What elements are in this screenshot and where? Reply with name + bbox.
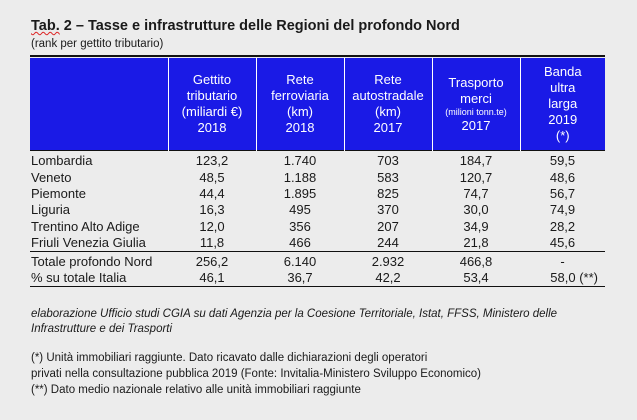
cell-trasporto-merci: 53,4	[432, 269, 520, 288]
cell-rete-autostradale: 583	[377, 169, 399, 185]
cell-rete-ferroviaria: 36,7	[256, 269, 344, 288]
cell-rete-ferroviaria: 1.188	[283, 169, 317, 185]
cell-gettito: 16,3	[199, 202, 225, 218]
total-label: Totale profondo Nord	[30, 251, 168, 270]
cell-banda-ultra-larga: -	[520, 251, 605, 270]
cell-banda-ultra-larga: 48,6	[549, 169, 576, 185]
table-title: Tab. 2 – Tasse e infrastrutture delle Re…	[31, 18, 460, 34]
cell-gettito: 12,0	[199, 218, 225, 234]
cell-banda-ultra-larga: 58,0 (**)	[520, 269, 605, 288]
cell-gettito: 44,4	[199, 185, 225, 201]
region-name: Lombardia	[30, 150, 168, 170]
header-rete-ferroviaria: Rete ferroviaria (km) 2018	[255, 58, 344, 151]
cell-rete-autostradale: 825	[377, 185, 399, 201]
cell-trasporto-merci: 184,7	[432, 150, 520, 170]
cell-gettito: 46,1	[168, 269, 256, 288]
cell-banda-ultra-larga: 59,5	[520, 150, 605, 170]
source-note: elaborazione Ufficio studi CGIA su dati …	[31, 308, 558, 335]
cell-rete-ferroviaria: 495	[289, 202, 311, 218]
cell-rete-ferroviaria: 6.140	[256, 251, 344, 270]
footnote-line: privati nella consultazione pubblica 201…	[31, 368, 482, 380]
footnotes: (*) Unità immobiliari raggiunte. Dato ri…	[31, 350, 621, 398]
table-row: Lombardia 123,2 1.740 703 184,7 59,5	[30, 150, 605, 170]
data-table: Gettito tributario (miliardi €) 2018 Rete fe…	[30, 58, 605, 288]
footnote-line: (**) Dato medio nazionale relativo alle …	[31, 384, 361, 396]
cell-gettito: 256,2	[168, 251, 256, 270]
cell-banda-ultra-larga: 74,9	[549, 202, 576, 218]
cell-rete-autostradale: 370	[377, 202, 399, 218]
region-name: Trentino Alto Adige	[31, 218, 140, 234]
region-name: Veneto	[31, 169, 72, 185]
cell-gettito: 48,5	[199, 169, 225, 185]
table-row: Trentino Alto Adige 12,0 356 207 34,9 28…	[30, 219, 605, 235]
header-region	[30, 58, 168, 151]
cell-gettito: 11,8	[199, 235, 225, 251]
region-name: Liguria	[31, 202, 71, 218]
cell-rete-ferroviaria: 356	[289, 218, 311, 234]
percent-label: % su totale Italia	[30, 269, 168, 288]
cell-rete-autostradale: 244	[377, 235, 399, 251]
cell-rete-autostradale: 207	[377, 218, 399, 234]
table-row: Veneto 48,5 1.188 583 120,7 48,6	[30, 169, 605, 185]
cell-trasporto-merci: 21,8	[463, 235, 489, 251]
cell-trasporto-merci: 466,8	[432, 251, 520, 270]
cell-banda-ultra-larga: 28,2	[549, 218, 576, 234]
cell-trasporto-merci: 30,0	[463, 202, 489, 218]
header-trasporto-merci: Trasporto merci (milioni tonn.te) 2017	[431, 58, 520, 151]
cell-rete-ferroviaria: 466	[289, 235, 311, 251]
header-rete-autostradale: Rete autostradale (km) 2017	[343, 58, 432, 151]
cell-rete-ferroviaria: 1.740	[256, 150, 344, 170]
cell-trasporto-merci: 120,7	[459, 169, 493, 185]
header-row: Gettito tributario (miliardi €) 2018 Rete fe…	[30, 58, 605, 151]
table-row: Friuli Venezia Giulia 11,8 466 244 21,8 …	[30, 235, 605, 252]
table-row: Liguria 16,3 495 370 30,0 74,9	[30, 202, 605, 218]
top-rule	[30, 55, 605, 57]
cell-rete-autostradale: 42,2	[344, 269, 432, 288]
cell-rete-autostradale: 703	[344, 150, 432, 170]
title-prefix: Tab.	[31, 18, 60, 34]
header-gettito: Gettito tributario (miliardi €) 2018	[167, 58, 256, 151]
cell-trasporto-merci: 74,7	[463, 185, 489, 201]
region-name: Friuli Venezia Giulia	[31, 235, 146, 251]
cell-rete-ferroviaria: 1.895	[283, 185, 317, 201]
cell-gettito: 123,2	[168, 150, 256, 170]
cell-rete-autostradale: 2.932	[344, 251, 432, 270]
cell-banda-ultra-larga: 56,7	[549, 185, 576, 201]
title-text: 2 – Tasse e infrastrutture delle Regioni…	[59, 18, 460, 34]
table-subtitle: (rank per gettito tributario)	[31, 38, 164, 50]
total-row: Totale profondo Nord 256,2 6.140 2.932 4…	[30, 251, 605, 270]
footnote-line: (*) Unità immobiliari raggiunte. Dato ri…	[31, 352, 428, 364]
header-banda-ultra-larga: Banda ultra larga 2019 (*)	[519, 58, 605, 151]
region-name: Piemonte	[31, 185, 86, 201]
cell-trasporto-merci: 34,9	[463, 218, 489, 234]
table-row: Piemonte 44,4 1.895 825 74,7 56,7	[30, 186, 605, 202]
percent-row: % su totale Italia 46,1 36,7 42,2 53,4 5…	[30, 269, 605, 288]
cell-banda-ultra-larga: 45,6	[549, 235, 576, 251]
